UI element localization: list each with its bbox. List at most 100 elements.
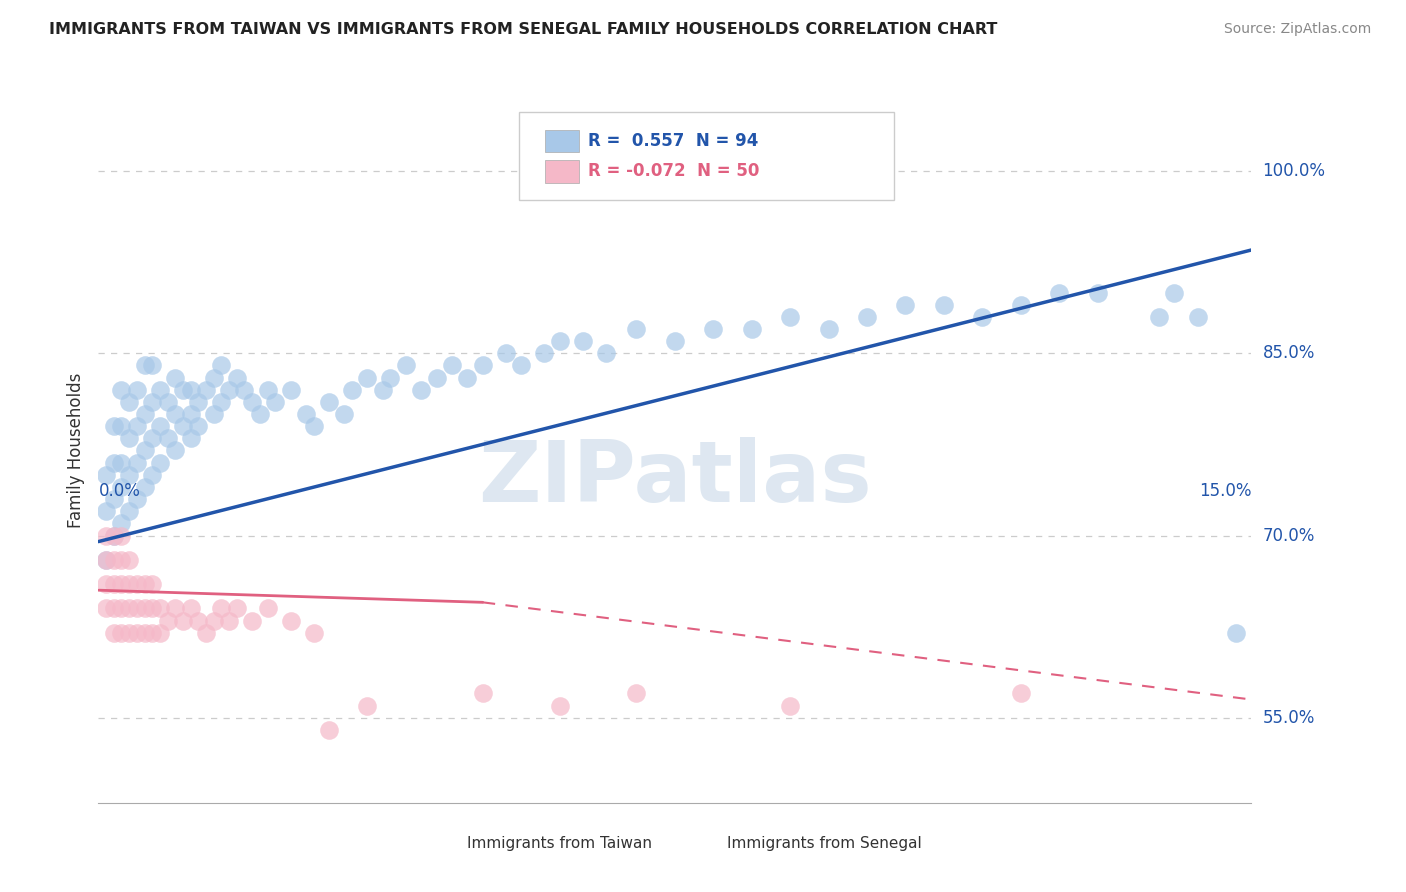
- Point: [256, 601, 278, 615]
- Point: [1147, 310, 1170, 324]
- Point: [125, 577, 148, 591]
- Point: [302, 419, 325, 434]
- Point: [779, 310, 801, 324]
- Point: [280, 383, 302, 397]
- Point: [103, 419, 125, 434]
- Point: [240, 614, 263, 628]
- Text: IMMIGRANTS FROM TAIWAN VS IMMIGRANTS FROM SENEGAL FAMILY HOUSEHOLDS CORRELATION : IMMIGRANTS FROM TAIWAN VS IMMIGRANTS FRO…: [49, 22, 998, 37]
- Point: [94, 577, 117, 591]
- Point: [94, 467, 117, 482]
- Point: [118, 395, 141, 409]
- Point: [110, 516, 132, 531]
- Point: [533, 346, 555, 360]
- Point: [1087, 285, 1109, 300]
- Point: [165, 443, 187, 458]
- Text: 0.0%: 0.0%: [98, 483, 141, 500]
- Point: [110, 383, 132, 397]
- Point: [156, 614, 179, 628]
- Point: [548, 698, 571, 713]
- Point: [440, 359, 463, 373]
- Point: [187, 395, 209, 409]
- Point: [340, 383, 363, 397]
- Bar: [544, 130, 579, 153]
- Point: [94, 504, 117, 518]
- Point: [209, 601, 232, 615]
- Point: [134, 480, 156, 494]
- Point: [172, 614, 194, 628]
- Y-axis label: Family Households: Family Households: [66, 373, 84, 528]
- Point: [240, 395, 263, 409]
- Bar: [427, 834, 461, 854]
- Point: [1187, 310, 1209, 324]
- Point: [741, 322, 763, 336]
- Point: [118, 625, 141, 640]
- Point: [110, 419, 132, 434]
- Point: [125, 625, 148, 640]
- Point: [141, 431, 163, 445]
- Point: [1010, 298, 1032, 312]
- Point: [195, 625, 218, 640]
- Point: [371, 383, 394, 397]
- Point: [180, 383, 202, 397]
- Point: [94, 601, 117, 615]
- Point: [134, 359, 156, 373]
- Text: R = -0.072  N = 50: R = -0.072 N = 50: [589, 162, 759, 180]
- Point: [118, 601, 141, 615]
- Point: [165, 407, 187, 421]
- Text: 85.0%: 85.0%: [1263, 344, 1315, 362]
- Point: [149, 601, 172, 615]
- Point: [118, 577, 141, 591]
- Point: [156, 431, 179, 445]
- Point: [110, 528, 132, 542]
- Point: [256, 383, 278, 397]
- Point: [118, 467, 141, 482]
- Point: [149, 419, 172, 434]
- Point: [125, 456, 148, 470]
- Point: [626, 686, 648, 700]
- Point: [1225, 625, 1247, 640]
- Point: [180, 407, 202, 421]
- Point: [118, 504, 141, 518]
- Point: [94, 553, 117, 567]
- Text: 15.0%: 15.0%: [1199, 483, 1251, 500]
- Point: [110, 456, 132, 470]
- Point: [318, 723, 340, 737]
- Point: [471, 686, 494, 700]
- Point: [110, 577, 132, 591]
- Point: [187, 419, 209, 434]
- Point: [110, 553, 132, 567]
- Point: [626, 322, 648, 336]
- Point: [380, 370, 402, 384]
- Text: Immigrants from Senegal: Immigrants from Senegal: [727, 836, 921, 851]
- Point: [218, 383, 240, 397]
- Point: [141, 601, 163, 615]
- Point: [110, 480, 132, 494]
- Point: [141, 395, 163, 409]
- Point: [149, 625, 172, 640]
- Point: [141, 359, 163, 373]
- Point: [118, 431, 141, 445]
- Point: [187, 614, 209, 628]
- Point: [202, 614, 225, 628]
- Point: [141, 577, 163, 591]
- Point: [249, 407, 271, 421]
- Point: [103, 456, 125, 470]
- Point: [456, 370, 478, 384]
- Point: [134, 577, 156, 591]
- Point: [264, 395, 287, 409]
- Point: [395, 359, 418, 373]
- Bar: [686, 834, 721, 854]
- Point: [202, 407, 225, 421]
- Point: [1010, 686, 1032, 700]
- Point: [141, 625, 163, 640]
- Point: [125, 601, 148, 615]
- Point: [149, 383, 172, 397]
- Point: [318, 395, 340, 409]
- Text: Source: ZipAtlas.com: Source: ZipAtlas.com: [1223, 22, 1371, 37]
- Point: [1163, 285, 1185, 300]
- Point: [134, 407, 156, 421]
- Point: [856, 310, 879, 324]
- Point: [195, 383, 218, 397]
- Point: [1256, 322, 1278, 336]
- Point: [103, 625, 125, 640]
